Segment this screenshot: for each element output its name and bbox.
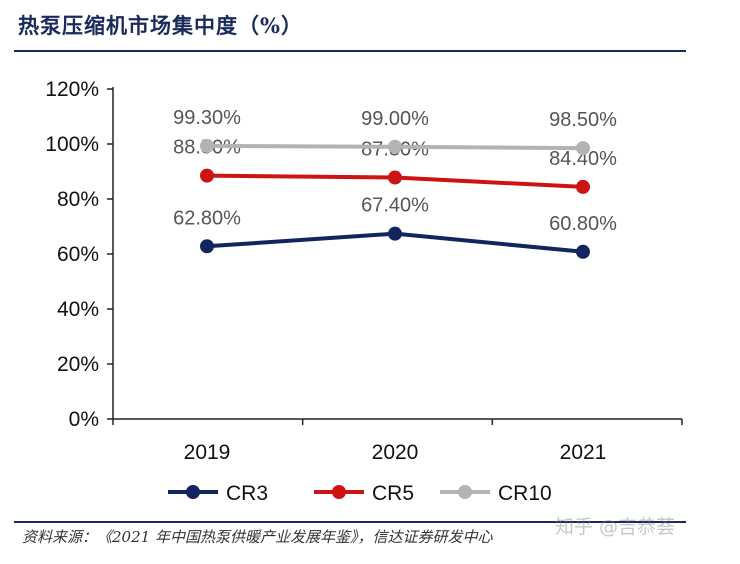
data-point-cr5 (200, 168, 214, 183)
y-tick-label: 0% (69, 408, 99, 431)
legend-label-cr5: CR5 (372, 482, 414, 505)
watermark: 知乎 @吉恭荟 (555, 516, 676, 538)
data-point-cr5 (388, 170, 402, 185)
data-label-cr10: 99.00% (361, 108, 429, 130)
data-point-cr3 (388, 226, 402, 241)
y-tick-label: 60% (57, 243, 99, 266)
data-label-cr3: 67.40% (361, 195, 429, 217)
data-point-cr5 (576, 179, 590, 194)
data-label-cr10: 99.30% (173, 107, 241, 129)
y-tick-label: 20% (57, 353, 99, 376)
x-tick-label: 2019 (184, 441, 231, 464)
data-point-cr3 (200, 239, 214, 254)
legend-marker-cr5 (332, 485, 346, 499)
x-tick-label: 2020 (372, 441, 419, 464)
y-tick-label: 80% (57, 188, 99, 211)
data-label-cr5: 84.40% (549, 148, 617, 170)
y-tick-label: 100% (45, 133, 99, 156)
title-rule (14, 50, 686, 52)
data-point-cr10 (576, 141, 590, 156)
y-tick-label: 120% (45, 78, 99, 101)
data-point-cr3 (576, 244, 590, 259)
source-note: 资料来源：《2021 年中国热泵供暖产业发展年鉴》，信达证券研发中心 (22, 528, 493, 546)
data-label-cr3: 60.80% (549, 213, 617, 235)
data-label-cr3: 62.80% (173, 207, 241, 229)
y-tick-label: 40% (57, 298, 99, 321)
x-tick-label: 2021 (560, 441, 607, 464)
data-point-cr10 (388, 139, 402, 154)
footer-rule (14, 521, 686, 523)
chart-title: 热泵压缩机市场集中度（%） (18, 13, 303, 38)
data-point-cr10 (200, 138, 214, 153)
legend-label-cr3: CR3 (226, 482, 268, 505)
legend-marker-cr3 (186, 485, 200, 499)
data-label-cr10: 98.50% (549, 109, 617, 131)
legend-marker-cr10 (458, 485, 472, 499)
legend-label-cr10: CR10 (498, 482, 552, 505)
